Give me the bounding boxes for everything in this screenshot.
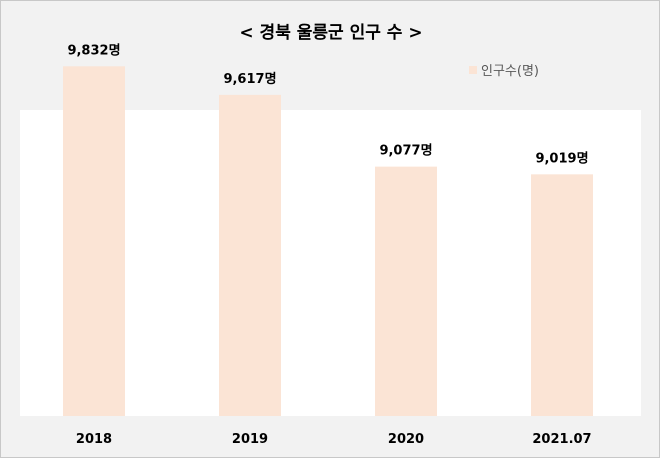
x-tick-label-2018: 2018	[76, 432, 112, 447]
x-tick-label-2020: 2020	[388, 432, 424, 447]
x-tick-label-2021.07: 2021.07	[532, 432, 591, 447]
data-label-2019: 9,617명	[223, 71, 276, 87]
bar-2019	[219, 94, 281, 417]
bar-2021.07	[531, 174, 593, 416]
legend-swatch	[469, 65, 477, 74]
data-label-2021.07: 9,019명	[535, 150, 588, 166]
x-tick-label-2019: 2019	[232, 432, 268, 447]
data-label-2018: 9,832명	[67, 42, 120, 58]
chart-title: < 경북 울릉군 인구 수 >	[239, 23, 423, 43]
legend: 인구수(명)	[469, 60, 539, 79]
legend-label: 인구수(명)	[481, 64, 539, 79]
data-label-2020: 9,077명	[379, 143, 432, 159]
bar-2018	[63, 66, 125, 416]
bar-2020	[375, 166, 437, 416]
